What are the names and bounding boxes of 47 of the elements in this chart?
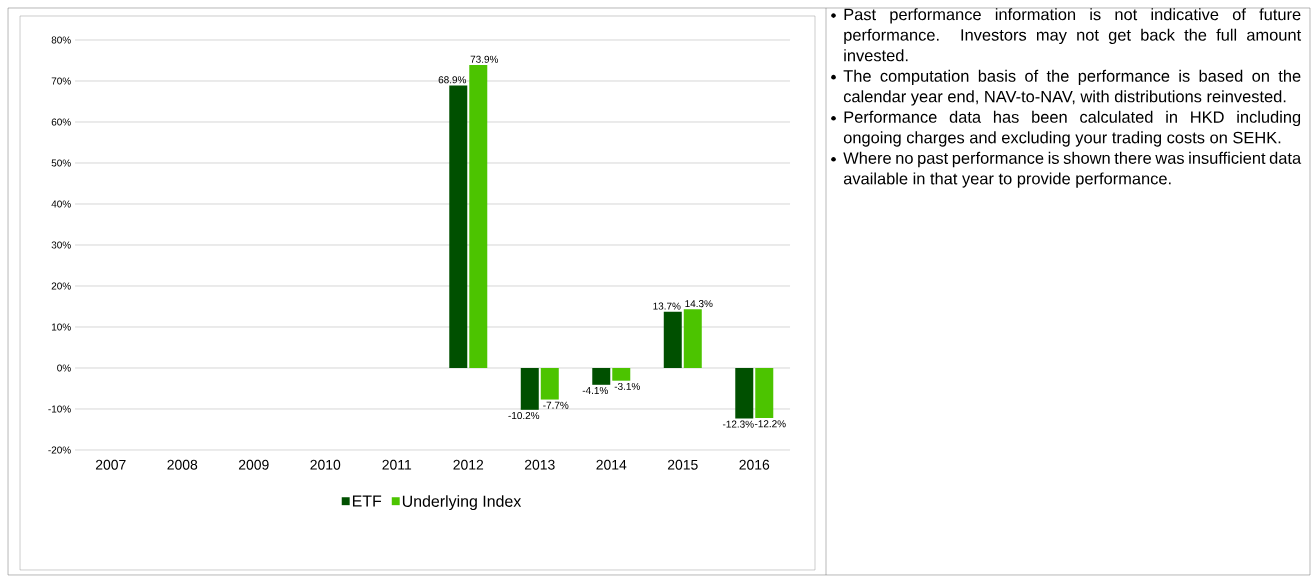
x-tick-label: 2008 bbox=[167, 459, 198, 470]
x-tick-label: 2012 bbox=[453, 459, 484, 470]
data-label: 13.7% bbox=[653, 302, 681, 310]
bar bbox=[469, 65, 488, 368]
x-tick-label: 2010 bbox=[310, 459, 341, 470]
y-tick-label: 10% bbox=[51, 323, 71, 331]
text: Past performance information is not indicative of future performance. Investors may not get back the full amount invested. bbox=[844, 8, 1302, 62]
y-tick-label: 80% bbox=[51, 36, 71, 44]
x-tick-label: 2007 bbox=[95, 459, 126, 470]
data-label: 68.9% bbox=[438, 76, 467, 84]
data-label: 73.9% bbox=[470, 55, 499, 63]
x-tick-label: 2014 bbox=[596, 459, 627, 470]
bar bbox=[520, 367, 539, 410]
data-label: -12.3% bbox=[722, 420, 754, 428]
x-tick-label: 2016 bbox=[739, 459, 770, 470]
data-label: -10.2% bbox=[508, 412, 540, 420]
data-label: 14.3% bbox=[685, 300, 713, 308]
x-tick-label: 2013 bbox=[524, 459, 555, 470]
y-tick-label: 40% bbox=[51, 200, 71, 208]
x-tick-label: 2015 bbox=[667, 459, 698, 470]
data-label: -7.7% bbox=[543, 401, 569, 409]
data-label: -3.1% bbox=[614, 382, 640, 390]
x-tick-label: 2009 bbox=[238, 459, 269, 470]
y-tick-label: 30% bbox=[51, 241, 71, 249]
legend-label: Underlying Index bbox=[402, 495, 522, 511]
text: Where no past performance is shown there was insufficient data available in that year to provide performance. bbox=[843, 151, 1302, 188]
bar bbox=[683, 309, 702, 368]
data-label: -12.2% bbox=[754, 420, 786, 428]
y-tick-label: 0% bbox=[57, 364, 71, 372]
text: The computation basis of the performance is based on the calendar year end, NAV-to-NAV, with distributions reinvested. bbox=[843, 69, 1301, 106]
y-tick-label: 70% bbox=[51, 77, 71, 85]
y-tick-label: -20% bbox=[48, 446, 71, 454]
bar bbox=[592, 367, 611, 385]
bar bbox=[663, 311, 682, 368]
y-tick-label: 50% bbox=[51, 159, 71, 167]
bar bbox=[735, 367, 754, 419]
y-tick-label: 60% bbox=[51, 118, 71, 126]
bar bbox=[612, 367, 631, 381]
y-tick-label: -10% bbox=[48, 405, 71, 413]
y-tick-label: 20% bbox=[51, 282, 71, 290]
x-tick-label: 2011 bbox=[382, 459, 412, 470]
legend-label: ETF bbox=[352, 495, 382, 507]
bar bbox=[755, 367, 774, 418]
data-label: -4.1% bbox=[582, 386, 608, 394]
text: Performance data has been calculated in HKD including ongoing charges and excluding your trading costs on SEHK. bbox=[843, 110, 1301, 147]
bar bbox=[540, 367, 559, 400]
bar bbox=[449, 85, 468, 368]
